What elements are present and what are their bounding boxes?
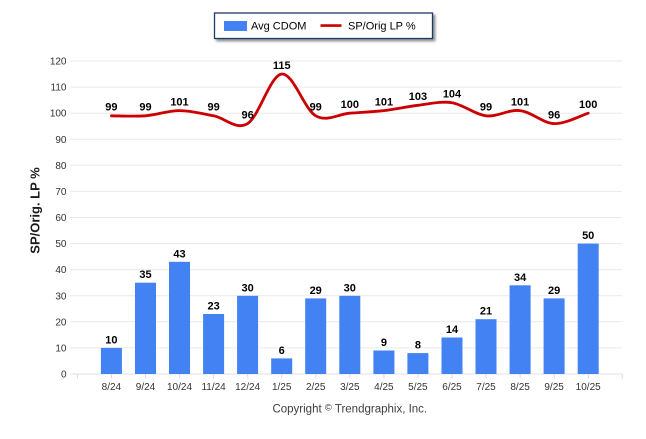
svg-text:10/25: 10/25 bbox=[576, 382, 601, 393]
svg-text:104: 104 bbox=[443, 89, 462, 101]
svg-text:50: 50 bbox=[582, 230, 594, 242]
svg-text:21: 21 bbox=[480, 306, 492, 318]
svg-text:6: 6 bbox=[279, 345, 285, 357]
svg-text:120: 120 bbox=[50, 57, 67, 68]
svg-text:100: 100 bbox=[341, 99, 359, 111]
svg-text:3/25: 3/25 bbox=[340, 382, 360, 393]
svg-text:100: 100 bbox=[579, 99, 597, 111]
svg-text:29: 29 bbox=[310, 285, 322, 297]
svg-text:101: 101 bbox=[170, 96, 188, 108]
svg-text:6/25: 6/25 bbox=[442, 382, 462, 393]
svg-text:8/25: 8/25 bbox=[510, 382, 530, 393]
svg-text:8: 8 bbox=[415, 340, 421, 352]
svg-text:9/24: 9/24 bbox=[136, 382, 156, 393]
svg-text:10/24: 10/24 bbox=[167, 382, 192, 393]
svg-text:60: 60 bbox=[55, 213, 67, 224]
svg-text:Copyright © Trendgraphix, Inc.: Copyright © Trendgraphix, Inc. bbox=[272, 403, 427, 416]
svg-text:4/25: 4/25 bbox=[374, 382, 394, 393]
svg-text:30: 30 bbox=[55, 291, 67, 302]
svg-text:20: 20 bbox=[55, 317, 67, 328]
svg-text:10: 10 bbox=[105, 334, 117, 346]
svg-text:99: 99 bbox=[480, 102, 492, 114]
svg-text:115: 115 bbox=[273, 60, 291, 72]
svg-text:34: 34 bbox=[514, 272, 527, 284]
svg-text:101: 101 bbox=[511, 96, 529, 108]
svg-text:96: 96 bbox=[548, 109, 560, 121]
svg-text:SP/Orig. LP %: SP/Orig. LP % bbox=[28, 167, 43, 254]
svg-text:1/25: 1/25 bbox=[272, 382, 292, 393]
svg-text:9: 9 bbox=[381, 337, 387, 349]
svg-text:23: 23 bbox=[207, 301, 219, 313]
svg-text:100: 100 bbox=[50, 109, 67, 120]
svg-text:10: 10 bbox=[55, 343, 67, 354]
svg-text:9/25: 9/25 bbox=[544, 382, 564, 393]
svg-text:99: 99 bbox=[139, 102, 151, 114]
svg-text:99: 99 bbox=[105, 102, 117, 114]
svg-text:70: 70 bbox=[55, 187, 67, 198]
svg-text:11/24: 11/24 bbox=[201, 382, 226, 393]
svg-text:90: 90 bbox=[55, 135, 67, 146]
svg-text:99: 99 bbox=[207, 102, 219, 114]
svg-text:5/25: 5/25 bbox=[408, 382, 428, 393]
svg-text:0: 0 bbox=[61, 370, 67, 381]
svg-text:101: 101 bbox=[375, 96, 393, 108]
svg-text:35: 35 bbox=[139, 269, 151, 281]
svg-text:12/24: 12/24 bbox=[235, 382, 260, 393]
svg-text:40: 40 bbox=[55, 265, 67, 276]
svg-text:2/25: 2/25 bbox=[306, 382, 326, 393]
svg-text:14: 14 bbox=[446, 324, 459, 336]
svg-text:7/25: 7/25 bbox=[476, 382, 496, 393]
svg-text:43: 43 bbox=[173, 248, 185, 260]
svg-text:103: 103 bbox=[409, 91, 427, 103]
svg-text:99: 99 bbox=[310, 102, 322, 114]
svg-text:29: 29 bbox=[548, 285, 560, 297]
svg-text:50: 50 bbox=[55, 239, 67, 250]
svg-text:8/24: 8/24 bbox=[102, 382, 122, 393]
svg-text:30: 30 bbox=[344, 282, 356, 294]
svg-text:Avg CDOM: Avg CDOM bbox=[251, 20, 306, 32]
svg-text:SP/Orig LP %: SP/Orig LP % bbox=[348, 20, 416, 32]
svg-text:80: 80 bbox=[55, 161, 67, 172]
svg-text:30: 30 bbox=[241, 282, 253, 294]
svg-text:110: 110 bbox=[51, 83, 67, 94]
svg-text:96: 96 bbox=[241, 109, 253, 121]
